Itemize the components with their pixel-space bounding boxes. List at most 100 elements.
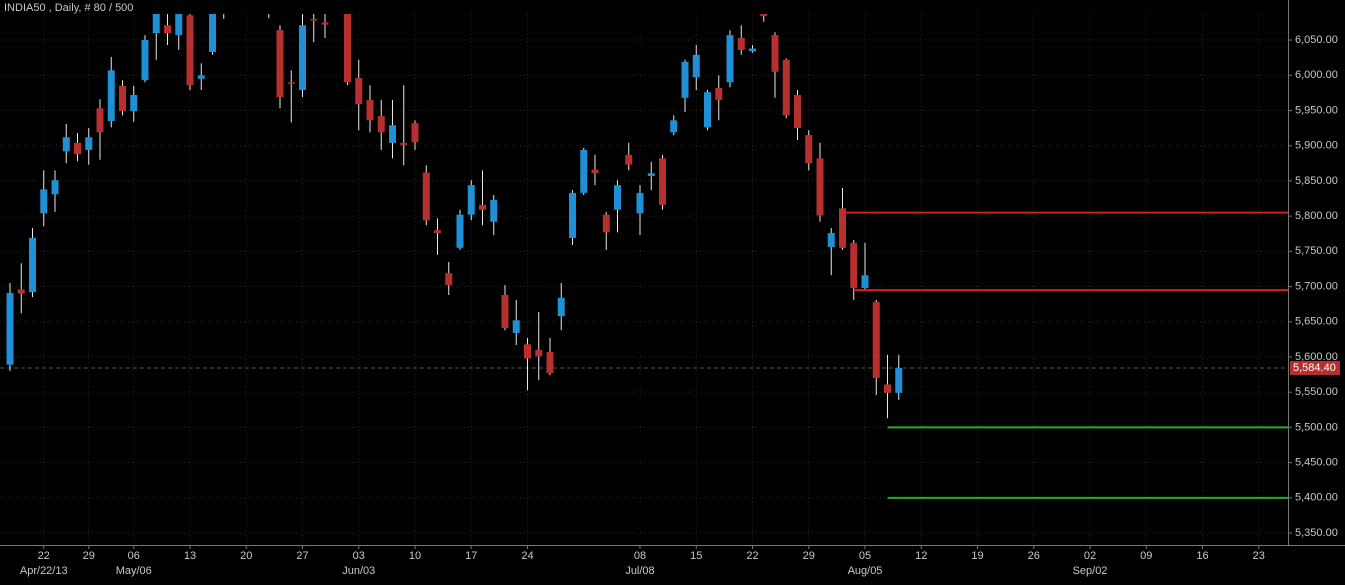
candle-body — [557, 297, 565, 317]
candle-body — [411, 123, 419, 143]
candle-body — [737, 37, 745, 50]
candle-body — [535, 349, 543, 357]
candle-body — [771, 35, 779, 72]
candle-body — [17, 289, 25, 294]
y-tick-label: 5,350.00 — [1295, 527, 1338, 539]
y-tick-label: 5,650.00 — [1295, 316, 1338, 328]
x-tick-label: 29 — [803, 550, 815, 562]
candle-body — [479, 204, 486, 210]
candle-body — [130, 94, 138, 112]
y-tick-label: 5,600.00 — [1295, 351, 1338, 363]
candle-body — [467, 185, 475, 215]
candle-body — [434, 230, 441, 234]
candle-body — [276, 30, 284, 98]
candle-body — [209, 14, 216, 53]
candle-body — [692, 54, 700, 78]
candle-body — [389, 125, 396, 143]
candle-body — [850, 242, 858, 288]
candle-body — [400, 142, 408, 145]
candle-body — [827, 233, 835, 248]
candle-body — [659, 158, 666, 205]
candle-body — [715, 87, 723, 100]
candle-body — [726, 35, 734, 83]
candle-body — [760, 14, 768, 17]
candle-body — [197, 75, 205, 79]
y-tick-label: 5,750.00 — [1295, 245, 1338, 257]
candle-body — [164, 25, 171, 34]
x-tick-label: 15 — [690, 550, 702, 562]
candle-body — [749, 48, 756, 52]
y-tick-label: 5,900.00 — [1295, 140, 1338, 152]
x-tick-label: 08 — [634, 550, 646, 562]
x-tick-label: 10 — [409, 550, 421, 562]
candle-body — [839, 208, 846, 248]
x-tick-label: 24 — [521, 550, 533, 562]
candle-body — [704, 92, 711, 128]
x-tick-label: 03 — [353, 550, 365, 562]
x-tick-label: 12 — [915, 550, 927, 562]
candle-body — [580, 149, 588, 193]
x-tick-label: 02 — [1084, 550, 1096, 562]
candle-body — [29, 237, 36, 293]
candle-body — [636, 192, 644, 214]
candle-body — [107, 70, 115, 122]
candle-body — [287, 82, 295, 84]
period-label: Jul/08 — [625, 565, 654, 577]
candle-body — [591, 169, 599, 174]
plot-area — [0, 14, 1288, 545]
candle-body — [344, 14, 351, 83]
candle-body — [6, 292, 14, 365]
y-tick-label: 5,800.00 — [1295, 210, 1338, 222]
period-label: May/06 — [116, 565, 152, 577]
candle-body — [884, 384, 891, 393]
candle-body — [501, 294, 509, 329]
candle-body — [310, 18, 318, 21]
y-tick-label: 5,400.00 — [1295, 492, 1338, 504]
y-tick-label: 6,050.00 — [1295, 34, 1338, 46]
y-tick-label: 5,550.00 — [1295, 386, 1338, 398]
candle-body — [794, 94, 801, 129]
candle-body — [299, 25, 306, 91]
x-tick-label: 22 — [38, 550, 50, 562]
x-tick-label: 19 — [971, 550, 983, 562]
x-tick-label: 29 — [83, 550, 95, 562]
x-tick-label: 16 — [1196, 550, 1208, 562]
candle-body — [377, 116, 385, 133]
candle-body — [816, 158, 824, 216]
candle-body — [805, 135, 813, 164]
candle-body — [670, 120, 678, 133]
x-tick-label: 13 — [184, 550, 196, 562]
x-tick-label: 20 — [240, 550, 252, 562]
candle-body — [524, 344, 531, 359]
candle-body — [51, 180, 59, 195]
x-tick-label: 05 — [859, 550, 871, 562]
x-tick-label: 09 — [1140, 550, 1152, 562]
candle-body — [546, 352, 554, 374]
candle-body — [321, 22, 329, 25]
candle-body — [141, 40, 149, 81]
candle-body — [175, 14, 183, 36]
candle-body — [445, 273, 453, 286]
candle-body — [782, 59, 790, 116]
candle-body — [647, 173, 655, 176]
candle-body — [895, 367, 903, 393]
candle-body — [681, 61, 689, 98]
x-tick-label: 22 — [746, 550, 758, 562]
candle-body — [366, 99, 374, 121]
last-price-tag — [1290, 360, 1340, 375]
y-tick-label: 5,700.00 — [1295, 280, 1338, 292]
candle-body — [512, 320, 520, 334]
candle-body — [614, 185, 621, 210]
candle-body — [74, 142, 81, 155]
x-tick-label: 23 — [1253, 550, 1265, 562]
y-tick-label: 5,850.00 — [1295, 175, 1338, 187]
candle-body — [62, 137, 70, 152]
y-tick-label: 6,000.00 — [1295, 69, 1338, 81]
candle-body — [456, 214, 464, 248]
candle-body — [872, 302, 880, 379]
x-tick-label: 06 — [128, 550, 140, 562]
candle-body — [861, 275, 869, 288]
x-tick-label: 17 — [465, 550, 477, 562]
period-label: Apr/22/13 — [20, 565, 68, 577]
